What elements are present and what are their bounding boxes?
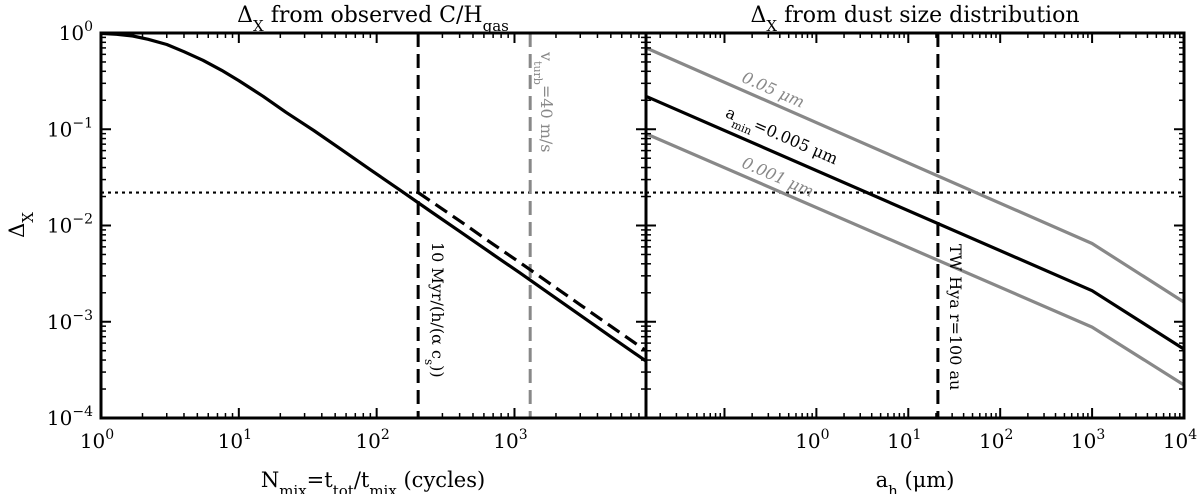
x-tick-label: 102 xyxy=(355,427,389,453)
left-series-line-1 xyxy=(417,191,646,353)
tick-marks xyxy=(101,32,1184,419)
x-tick-label: 102 xyxy=(979,427,1013,453)
right-series-line-1 xyxy=(646,94,1184,351)
left-panel-title: ΔX from observed C/Hgas xyxy=(237,3,509,35)
x-tick-label: 104 xyxy=(1163,427,1197,453)
y-tick-label: 10−2 xyxy=(47,212,93,238)
vline-label-tw-hya: TW Hya r=100 au xyxy=(946,244,965,390)
x-tick-label: 103 xyxy=(493,427,527,453)
y-axis-label: ΔX xyxy=(5,212,37,238)
x-tick-label: 100 xyxy=(795,427,829,453)
right-series-line-0 xyxy=(646,46,1184,304)
y-tick-label: 100 xyxy=(59,19,93,45)
y-tick-label: 10−1 xyxy=(47,115,93,141)
vline-label-mixing-time: 10 Myr/(h/(α cs)) xyxy=(422,242,447,378)
right-series-line-2 xyxy=(646,132,1184,387)
y-tick-labels: 100 10−1 10−2 10−3 10−4 xyxy=(47,19,93,430)
left-axes-frame xyxy=(99,31,648,420)
x-tick-label: 101 xyxy=(887,427,921,453)
x-tick-label: 101 xyxy=(218,427,252,453)
right-panel-title: ΔX from dust size distribution xyxy=(751,3,1080,35)
right-x-axis-label: ah (μm) xyxy=(876,468,955,494)
right-plot-area xyxy=(646,33,1184,418)
y-tick-label: 10−4 xyxy=(47,404,93,430)
left-series-line-0 xyxy=(101,33,646,363)
series-label-0-001um: 0.001 μm xyxy=(739,153,817,201)
vline-label-turbulence: vturb=40 m/s xyxy=(532,51,557,152)
x-tick-label: 103 xyxy=(1071,427,1105,453)
y-tick-label: 10−3 xyxy=(47,308,93,334)
right-axes-frame xyxy=(644,31,1186,420)
left-plot-area xyxy=(101,33,646,418)
left-x-tick-labels: 100 101 102 103 xyxy=(80,427,528,453)
right-x-tick-labels: 100 101 102 103 104 xyxy=(795,427,1197,453)
left-x-axis-label: Nmix=ttot/tmix (cycles) xyxy=(261,468,485,494)
x-tick-label: 100 xyxy=(80,427,114,453)
